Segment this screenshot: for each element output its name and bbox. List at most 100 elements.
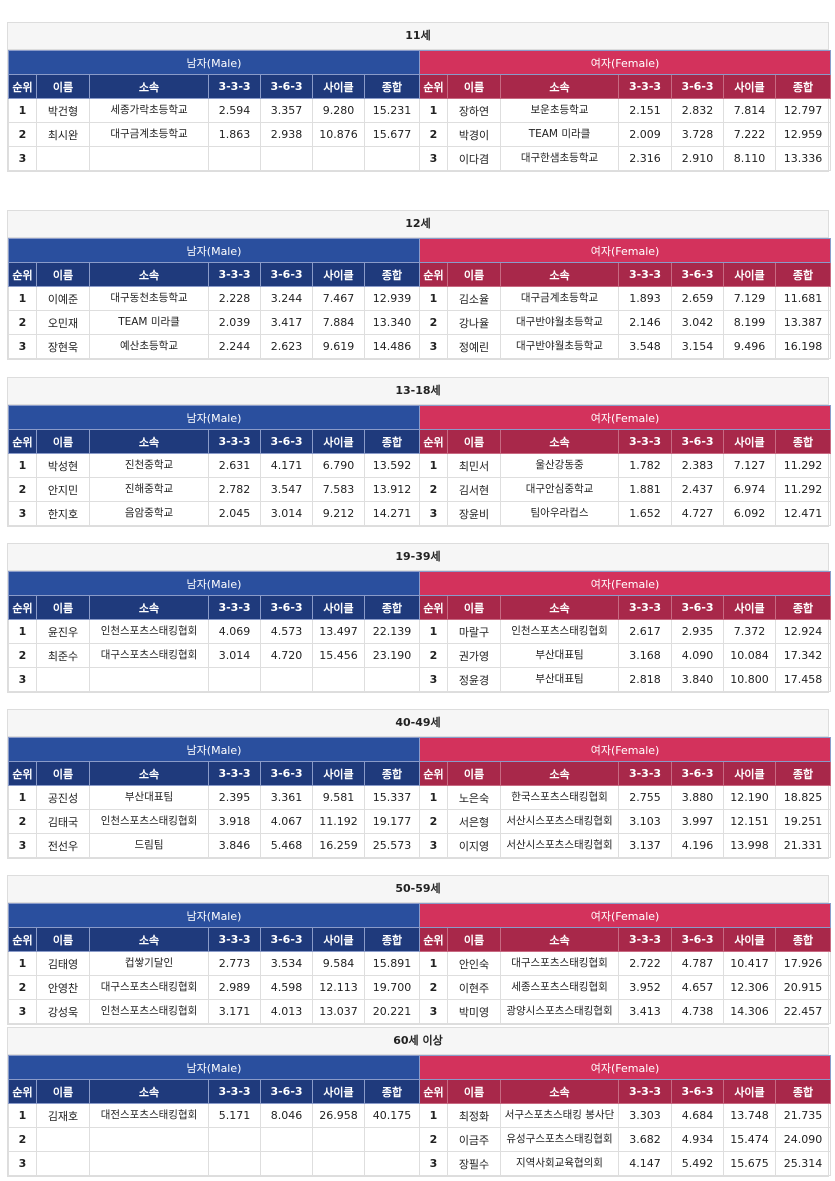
- female-score-cycle-cell: 7.127: [723, 453, 776, 478]
- table-row: 1 김태영 컵쌓기달인 2.773 3.534 9.584 15.891 1 안인숙 대구스포츠스…: [8, 951, 832, 976]
- female-score-333-cell: 2.617: [618, 619, 672, 644]
- male-name-cell: 박성현: [36, 453, 90, 478]
- female-affiliation-cell: 대구반야월초등학교: [500, 334, 619, 359]
- male-score-total-cell: 19.700: [364, 975, 420, 1000]
- column-header-score-cycle: 사이클: [312, 262, 365, 287]
- female-rank-cell: 2: [419, 310, 448, 335]
- male-score-363-cell: [260, 1127, 313, 1152]
- male-score-total-cell: 13.912: [364, 477, 420, 502]
- female-group-header: 여자(Female): [418, 50, 832, 75]
- male-score-363-cell: 4.573: [260, 619, 313, 644]
- male-name-cell: 강성욱: [36, 999, 90, 1024]
- female-score-333-cell: 2.009: [618, 122, 672, 147]
- male-score-333-cell: [208, 146, 261, 171]
- table-row: 1 김재호 대전스포츠스태킹협회 5.171 8.046 26.958 40.175 1 최정화…: [8, 1103, 832, 1128]
- column-header-name: 이름: [36, 74, 90, 99]
- column-header-affiliation: 소속: [500, 1079, 619, 1104]
- male-score-cycle-cell: [312, 667, 365, 692]
- male-rank-cell: 2: [8, 1127, 37, 1152]
- female-score-total-cell: 22.457: [774, 999, 832, 1024]
- female-name-cell: 이다겸: [447, 146, 501, 171]
- male-name-cell: 김태영: [36, 951, 90, 976]
- male-score-cycle-cell: 7.884: [312, 310, 365, 335]
- female-score-363-cell: 3.997: [671, 809, 724, 834]
- female-score-363-cell: 4.684: [671, 1103, 724, 1128]
- age-group-title: 40-49세: [8, 710, 828, 737]
- male-score-333-cell: 3.918: [208, 809, 261, 834]
- column-header-score-cycle: 사이클: [723, 1079, 776, 1104]
- male-affiliation-cell: 예산초등학교: [89, 334, 209, 359]
- column-header-score-333: 3-3-3: [208, 595, 261, 620]
- male-name-cell: [36, 1127, 90, 1152]
- male-name-cell: 최준수: [36, 643, 90, 668]
- female-score-cycle-cell: 8.110: [723, 146, 776, 171]
- age-group-title: 60세 이상: [8, 1028, 828, 1055]
- column-header-affiliation: 소속: [89, 1079, 209, 1104]
- column-header-score-total: 종합: [774, 595, 832, 620]
- age-group-title: 13-18세: [8, 378, 828, 405]
- column-header-score-363: 3-6-3: [671, 429, 724, 454]
- female-rank-cell: 2: [419, 975, 448, 1000]
- column-header-name: 이름: [36, 927, 90, 952]
- female-rank-cell: 2: [419, 477, 448, 502]
- female-score-total-cell: 13.336: [774, 146, 832, 171]
- male-score-total-cell: [364, 667, 420, 692]
- column-header-score-363: 3-6-3: [260, 761, 313, 786]
- female-rank-cell: 3: [419, 146, 448, 171]
- male-score-total-cell: 15.891: [364, 951, 420, 976]
- female-affiliation-cell: 인천스포츠스태킹협회: [500, 619, 619, 644]
- male-group-header: 남자(Male): [8, 238, 420, 263]
- female-score-total-cell: 19.251: [774, 809, 832, 834]
- female-affiliation-cell: 팀아우라컵스: [500, 501, 619, 526]
- table-row: 2 안영찬 대구스포츠스태킹협회 2.989 4.598 12.113 19.700 2 이현주…: [8, 975, 832, 1000]
- female-name-cell: 마랄구: [447, 619, 501, 644]
- female-affiliation-cell: 지역사회교육협의회: [500, 1151, 619, 1176]
- female-score-363-cell: 4.727: [671, 501, 724, 526]
- male-score-363-cell: 5.468: [260, 833, 313, 858]
- female-name-cell: 이지영: [447, 833, 501, 858]
- table-row: 2 2 이금주 유성구스포츠스태킹협회 3.682 4.934 15.474 24.090: [8, 1127, 832, 1152]
- male-affiliation-cell: [89, 667, 209, 692]
- female-group-header: 여자(Female): [418, 903, 832, 928]
- male-score-total-cell: 15.337: [364, 785, 420, 810]
- female-score-total-cell: 12.924: [774, 619, 832, 644]
- male-affiliation-cell: 대전스포츠스태킹협회: [89, 1103, 209, 1128]
- female-score-cycle-cell: 13.998: [723, 833, 776, 858]
- female-score-363-cell: 4.196: [671, 833, 724, 858]
- table-row: 3 3 장필수 지역사회교육협의회 4.147 5.492 15.675 25.314: [8, 1151, 832, 1176]
- male-score-333-cell: 2.395: [208, 785, 261, 810]
- female-affiliation-cell: 세종스포츠스태킹협회: [500, 975, 619, 1000]
- female-name-cell: 노은숙: [447, 785, 501, 810]
- column-header-affiliation: 소속: [500, 74, 619, 99]
- female-rank-cell: 1: [419, 951, 448, 976]
- male-score-cycle-cell: 9.619: [312, 334, 365, 359]
- female-score-363-cell: 2.659: [671, 286, 724, 311]
- column-header-score-total: 종합: [364, 429, 420, 454]
- column-header-score-total: 종합: [774, 74, 832, 99]
- female-score-333-cell: 3.103: [618, 809, 672, 834]
- male-score-cycle-cell: 9.212: [312, 501, 365, 526]
- female-score-total-cell: 12.797: [774, 98, 832, 123]
- age-group-section: 50-59세 남자(Male) 여자(Female) 순위 이름 소속 3-3-3 3-6-3…: [7, 875, 832, 1025]
- age-group-title: 12세: [8, 211, 828, 238]
- column-header-name: 이름: [36, 1079, 90, 1104]
- female-score-cycle-cell: 7.372: [723, 619, 776, 644]
- male-score-363-cell: 3.534: [260, 951, 313, 976]
- table-row: 1 이예준 대구동천초등학교 2.228 3.244 7.467 12.939 1 김소율 대구금…: [8, 286, 832, 311]
- male-affiliation-cell: 대구금계초등학교: [89, 122, 209, 147]
- female-group-header: 여자(Female): [418, 1055, 832, 1080]
- female-score-333-cell: 2.755: [618, 785, 672, 810]
- male-affiliation-cell: 부산대표팀: [89, 785, 209, 810]
- male-rank-cell: 3: [8, 999, 37, 1024]
- male-name-cell: 오민재: [36, 310, 90, 335]
- female-affiliation-cell: 울산강동중: [500, 453, 619, 478]
- table-row: 3 장현욱 예산초등학교 2.244 2.623 9.619 14.486 3 정예린 대구반야월…: [8, 334, 832, 359]
- column-header-rank: 순위: [419, 74, 448, 99]
- male-name-cell: [36, 667, 90, 692]
- female-score-cycle-cell: 6.974: [723, 477, 776, 502]
- female-score-cycle-cell: 7.129: [723, 286, 776, 311]
- female-score-363-cell: 3.880: [671, 785, 724, 810]
- female-name-cell: 이현주: [447, 975, 501, 1000]
- column-header-name: 이름: [447, 1079, 501, 1104]
- table-row: 1 박성현 진천중학교 2.631 4.171 6.790 13.592 1 최민서 울산강동중 1…: [8, 453, 832, 478]
